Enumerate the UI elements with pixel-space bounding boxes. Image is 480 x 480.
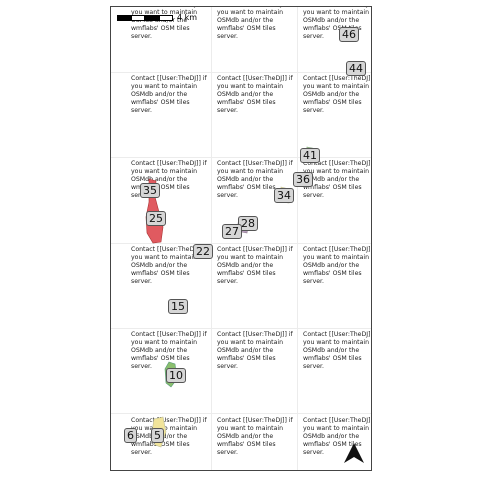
scale-label: 4 km bbox=[177, 13, 198, 22]
region-label[interactable]: 41 bbox=[300, 148, 320, 163]
tile-message: Contact [[User:TheDJ]] if you want to ma… bbox=[303, 75, 372, 114]
tile-gridline bbox=[111, 72, 371, 73]
scale-segment bbox=[145, 14, 159, 21]
tile-message: Contact [[User:TheDJ]] if you want to ma… bbox=[131, 331, 207, 370]
tile-gridline bbox=[111, 243, 371, 244]
scale-segment bbox=[117, 14, 131, 21]
tile-message: Contact [[User:TheDJ]] if you want to ma… bbox=[217, 246, 293, 285]
tile-message: Contact [[User:TheDJ]] if you want to ma… bbox=[131, 75, 207, 114]
north-arrow-icon bbox=[344, 443, 364, 463]
tile-gridline bbox=[111, 328, 371, 329]
tile-message: Contact [[User:TheDJ]] if you want to ma… bbox=[131, 246, 207, 285]
scale-segment bbox=[159, 14, 173, 21]
region-label[interactable]: 10 bbox=[166, 368, 186, 383]
region-label[interactable]: 36 bbox=[293, 172, 313, 187]
tile-message: Contact [[User:TheDJ]] if you want to ma… bbox=[131, 7, 207, 40]
scale-segment bbox=[131, 14, 145, 21]
tile-message: Contact [[User:TheDJ]] if you want to ma… bbox=[217, 160, 293, 199]
region-label[interactable]: 27 bbox=[222, 224, 242, 239]
tile-message: Contact [[User:TheDJ]] if you want to ma… bbox=[217, 331, 293, 370]
tile-gridline bbox=[211, 7, 212, 470]
region-label[interactable]: 28 bbox=[238, 216, 258, 231]
tile-message: Contact [[User:TheDJ]] if you want to ma… bbox=[303, 160, 372, 199]
tile-gridline bbox=[297, 7, 298, 470]
region-label[interactable]: 6 bbox=[124, 428, 137, 443]
map-canvas[interactable]: Contact [[User:TheDJ]] if you want to ma… bbox=[110, 6, 372, 471]
tile-gridline bbox=[111, 413, 371, 414]
region-label[interactable]: 25 bbox=[146, 211, 166, 226]
region-label[interactable]: 46 bbox=[339, 27, 359, 42]
tile-message: Contact [[User:TheDJ]] if you want to ma… bbox=[217, 75, 293, 114]
region-label[interactable]: 44 bbox=[346, 61, 366, 76]
region-shapes bbox=[145, 146, 318, 448]
region-label[interactable]: 22 bbox=[193, 244, 213, 259]
tile-message: Contact [[User:TheDJ]] if you want to ma… bbox=[303, 246, 372, 285]
region-label[interactable]: 5 bbox=[151, 428, 164, 443]
tile-message: Contact [[User:TheDJ]] if you want to ma… bbox=[217, 417, 293, 456]
tile-gridline bbox=[111, 157, 371, 158]
region-label[interactable]: 15 bbox=[168, 299, 188, 314]
tile-message: Contact [[User:TheDJ]] if you want to ma… bbox=[303, 417, 372, 456]
region-label[interactable]: 35 bbox=[140, 183, 160, 198]
region-label[interactable]: 34 bbox=[274, 188, 294, 203]
tile-message: Contact [[User:TheDJ]] if you want to ma… bbox=[217, 7, 293, 40]
tile-message: Contact [[User:TheDJ]] if you want to ma… bbox=[303, 331, 372, 370]
scale-bar: 4 km bbox=[117, 13, 197, 22]
